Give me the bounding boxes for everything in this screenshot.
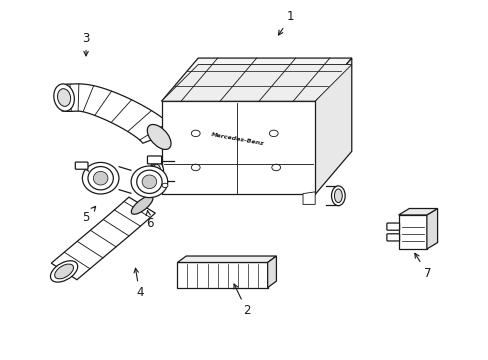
Ellipse shape [131,166,167,198]
Polygon shape [51,197,155,280]
Text: 7: 7 [414,253,430,280]
Ellipse shape [331,186,345,206]
Polygon shape [398,208,437,215]
Text: 2: 2 [233,284,250,318]
Text: 1: 1 [278,10,294,35]
FancyBboxPatch shape [75,162,88,169]
Ellipse shape [334,189,342,203]
Ellipse shape [153,164,160,178]
Polygon shape [177,262,267,288]
Text: 3: 3 [82,32,89,56]
Text: 6: 6 [145,211,153,230]
Ellipse shape [93,171,108,185]
Ellipse shape [147,125,171,149]
Polygon shape [267,256,276,288]
Ellipse shape [131,196,153,214]
Polygon shape [161,101,315,194]
Ellipse shape [150,161,163,181]
Text: 4: 4 [134,268,143,300]
Polygon shape [161,58,351,101]
Ellipse shape [82,162,119,194]
Ellipse shape [54,84,74,111]
Polygon shape [303,192,315,204]
Polygon shape [177,256,276,262]
Polygon shape [161,64,351,101]
Polygon shape [398,215,426,249]
Text: 5: 5 [82,206,96,224]
Ellipse shape [58,89,70,106]
Ellipse shape [55,264,73,279]
Polygon shape [62,84,175,143]
FancyBboxPatch shape [386,223,399,230]
FancyBboxPatch shape [147,156,161,164]
Polygon shape [426,208,437,249]
FancyBboxPatch shape [386,234,399,241]
Ellipse shape [50,261,78,282]
Ellipse shape [142,175,157,189]
Text: Mercedes-Benz: Mercedes-Benz [210,132,264,146]
Polygon shape [315,58,351,194]
Circle shape [162,183,167,188]
Ellipse shape [137,170,162,193]
Ellipse shape [88,167,113,190]
